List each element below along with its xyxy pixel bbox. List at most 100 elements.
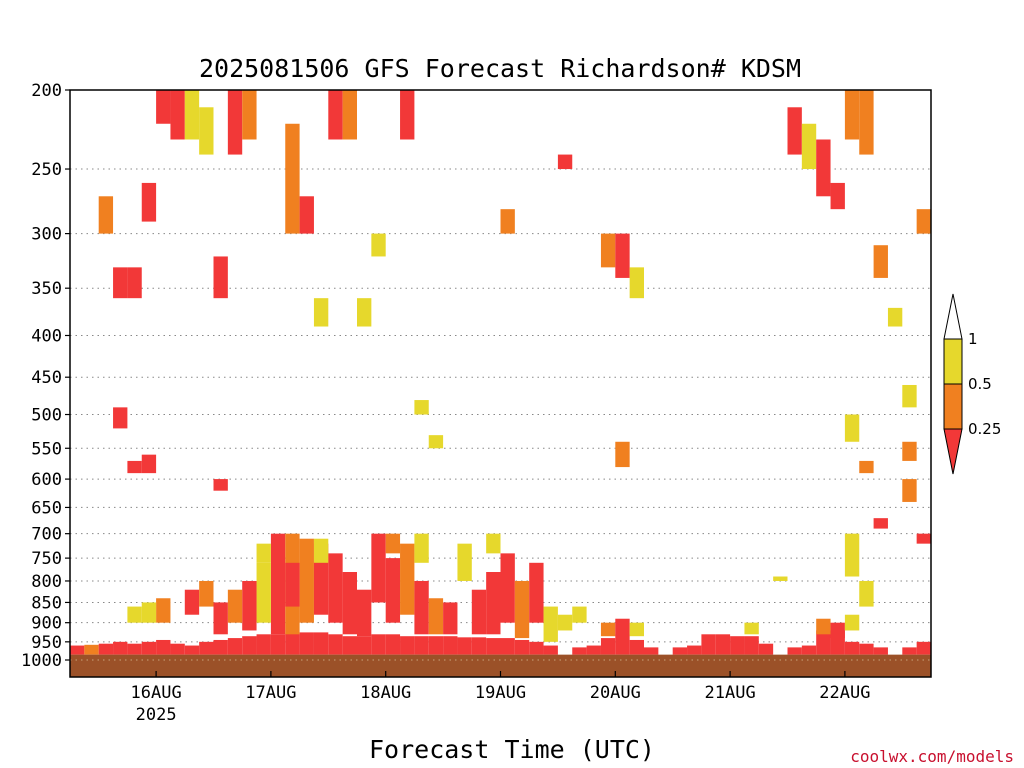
legend-bin-upper	[943, 338, 963, 385]
heatmap-cell	[227, 90, 243, 155]
heatmap-cell	[170, 90, 185, 140]
heatmap-cell	[859, 90, 874, 155]
heatmap-cell	[313, 298, 329, 327]
x-tick-sublabel: 2025	[136, 705, 177, 725]
heatmap-cell	[156, 598, 171, 623]
legend-label: 0.25	[968, 420, 1001, 438]
heatmap-cell	[156, 90, 171, 124]
heatmap-cell	[127, 606, 142, 623]
heatmap-cell	[371, 233, 386, 257]
heatmap-cell	[500, 209, 515, 234]
heatmap-cell	[629, 267, 644, 299]
heatmap-cell	[902, 479, 917, 502]
heatmap-cell	[615, 233, 630, 278]
heatmap-cell	[758, 643, 774, 655]
x-axis-label: Forecast Time (UTC)	[369, 735, 655, 764]
heatmap-cell	[256, 562, 271, 623]
x-tick-label: 18AUG	[360, 683, 411, 703]
heatmap-cells	[70, 90, 931, 655]
y-tick-label: 650	[31, 498, 62, 518]
y-tick-label: 600	[31, 470, 62, 490]
heatmap-cell	[600, 638, 616, 655]
heatmap-cell	[299, 196, 314, 234]
heatmap-cell	[285, 123, 300, 234]
heatmap-cell	[859, 460, 874, 474]
x-tick-label: 19AUG	[475, 683, 526, 703]
heatmap-cell	[500, 638, 515, 655]
heatmap-cell	[801, 645, 817, 655]
heatmap-cell	[644, 647, 659, 655]
heatmap-cell	[830, 182, 845, 210]
heatmap-cell	[859, 643, 874, 655]
heatmap-cell	[313, 538, 329, 563]
heatmap-cell	[141, 454, 157, 474]
x-tick-label: 17AUG	[245, 683, 296, 703]
legend-label: 0.5	[968, 375, 992, 393]
heatmap-cell	[500, 553, 515, 623]
heatmap-cell	[457, 637, 472, 655]
heatmap-cell	[400, 90, 415, 140]
heatmap-cell	[816, 139, 831, 197]
heatmap-cell	[70, 645, 85, 655]
plot-area	[69, 89, 932, 678]
x-tick-label: 22AUG	[819, 683, 870, 703]
heatmap-cell	[529, 562, 544, 623]
heatmap-cell	[557, 154, 573, 170]
heatmap-cell	[213, 479, 228, 491]
heatmap-cell	[428, 636, 444, 655]
heatmap-cell	[328, 553, 343, 623]
y-tick-label: 800	[31, 572, 62, 592]
y-tick-label: 750	[31, 549, 62, 569]
heatmap-cell	[113, 641, 128, 655]
heatmap-cell	[199, 580, 214, 607]
y-tick-label: 700	[31, 525, 62, 545]
heatmap-cell	[242, 90, 257, 140]
heatmap-cell	[184, 589, 200, 615]
heatmap-cell	[557, 614, 573, 631]
heatmap-cell	[443, 602, 458, 635]
heatmap-cell	[615, 634, 630, 655]
heatmap-cell	[141, 182, 157, 222]
y-tick-label: 850	[31, 593, 62, 613]
heatmap-cell	[371, 634, 386, 655]
heatmap-cell	[543, 645, 558, 655]
heatmap-cell	[98, 196, 114, 234]
heatmap-cell	[529, 641, 544, 655]
heatmap-cell	[514, 639, 530, 655]
heatmap-cell	[859, 580, 874, 607]
y-tick-label: 450	[31, 368, 62, 388]
heatmap-cell	[916, 533, 931, 544]
heatmap-cell	[844, 614, 860, 631]
heatmap-cell	[844, 533, 860, 577]
heatmap-cell	[801, 123, 817, 170]
heatmap-cell	[773, 576, 788, 581]
y-tick-label: 900	[31, 614, 62, 634]
heatmap-cell	[299, 538, 314, 623]
heatmap-cell	[400, 636, 415, 655]
heatmap-cell	[256, 543, 271, 563]
heatmap-cell	[428, 435, 444, 449]
heatmap-cell	[285, 562, 300, 607]
heatmap-cell	[113, 267, 128, 299]
heatmap-cell	[873, 245, 888, 278]
x-tick-label: 16AUG	[131, 683, 182, 703]
chart-title: 2025081506 GFS Forecast Richardson# KDSM	[199, 54, 801, 83]
heatmap-cell	[98, 643, 114, 655]
heatmap-cell	[385, 533, 401, 554]
heatmap-cell	[887, 307, 903, 327]
heatmap-cell	[687, 645, 702, 655]
heatmap-cell	[629, 639, 644, 655]
heatmap-cell	[672, 647, 688, 655]
y-tick-label: 350	[31, 279, 62, 299]
heatmap-cell	[199, 641, 214, 655]
heatmap-cell	[844, 90, 860, 140]
legend-bin-low	[943, 428, 963, 475]
heatmap-cell	[615, 618, 630, 637]
heatmap-cell	[916, 641, 931, 655]
heatmap-cell	[744, 636, 759, 655]
heatmap-cell	[471, 589, 487, 635]
heatmap-cell	[486, 638, 501, 655]
legend: 1 0.5 0.25	[943, 293, 1001, 475]
